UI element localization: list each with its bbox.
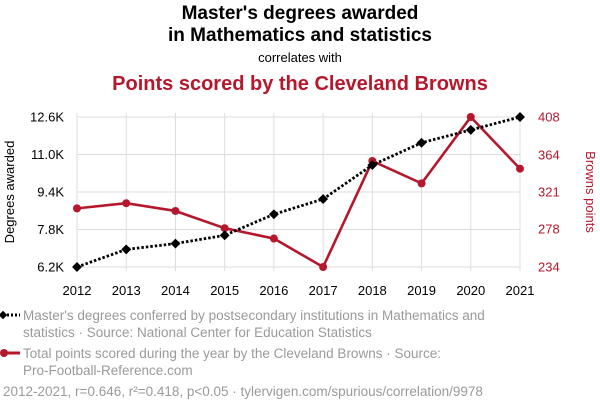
chart-title-line-3: Points scored by the Cleveland Browns — [112, 73, 488, 95]
x-tick-label: 2019 — [407, 283, 436, 298]
series-browns-point — [171, 206, 180, 215]
series-degrees-point — [318, 194, 329, 204]
series-degrees-point — [268, 209, 279, 220]
chart-title-connector: correlates with — [258, 50, 342, 65]
series-browns-point — [122, 199, 131, 208]
series — [72, 112, 525, 272]
series-degrees-point — [465, 124, 476, 135]
legend-swatch-degrees-marker — [0, 310, 8, 320]
series-degrees-point — [121, 244, 132, 255]
series-browns-point — [73, 204, 81, 213]
series-browns-line — [76, 115, 521, 269]
footer-stats: 2012-2021, r=0.646, r²=0.418, p<0.05 · t… — [3, 384, 483, 399]
y-tick-right: 408 — [538, 110, 560, 125]
y-tick-left: 12.6K — [30, 110, 64, 125]
chart-title-line-1: Master's degrees awarded — [182, 3, 419, 24]
x-tick-label: 2020 — [456, 283, 485, 298]
series-browns-point — [417, 179, 426, 188]
series-degrees-point — [219, 230, 230, 241]
y-tick-right: 234 — [538, 260, 560, 275]
legend-label-browns-line-2: Pro-Football-Reference.com — [23, 363, 193, 378]
x-tick-label: 2012 — [63, 283, 92, 298]
y-axis-label-left: Degrees awarded — [2, 141, 17, 244]
series-browns-point — [466, 113, 475, 121]
legend-item-degrees: Master's degrees conferred by postsecond… — [0, 308, 485, 340]
x-tick-label: 2013 — [112, 283, 141, 298]
y-axis-label-right: Browns points — [583, 151, 598, 233]
axis-ticks: 6.2K 7.8K 9.4K 11.0K 12.6K 234 278 321 364 408 201… — [30, 110, 560, 299]
x-tick-label: 2014 — [161, 283, 190, 298]
series-degrees-point — [367, 160, 378, 170]
y-tick-left: 9.4K — [37, 185, 64, 200]
y-tick-left: 11.0K — [31, 147, 64, 162]
legend: Master's degrees conferred by postsecond… — [0, 308, 485, 378]
x-tick-label: 2017 — [309, 283, 338, 298]
y-tick-left: 6.2K — [37, 260, 64, 275]
x-tick-label: 2018 — [358, 283, 387, 298]
legend-label-degrees-line-2: statistics · Source: National Center for… — [23, 325, 372, 340]
y-tick-left: 7.8K — [37, 222, 64, 237]
chart-title-line-2: in Mathematics and statistics — [168, 25, 432, 46]
series-degrees-point — [72, 262, 82, 272]
series-browns-point — [269, 234, 278, 243]
x-tick-label: 2015 — [210, 283, 239, 298]
x-tick-label: 2021 — [506, 283, 535, 298]
legend-swatch-browns-marker — [0, 349, 8, 357]
x-tick-label: 2016 — [259, 283, 288, 298]
y-tick-right: 278 — [538, 222, 560, 237]
series-degrees-point — [416, 137, 427, 148]
legend-label-degrees-line-1: Master's degrees conferred by postsecond… — [23, 308, 485, 323]
y-tick-right: 321 — [538, 185, 560, 200]
series-degrees-point — [515, 112, 525, 122]
legend-label-browns-line-1: Total points scored during the year by t… — [23, 346, 441, 361]
y-tick-right: 364 — [538, 147, 560, 162]
grid — [76, 113, 521, 271]
series-degrees-point — [170, 238, 181, 249]
series-browns-point — [220, 224, 229, 233]
series-browns-point — [516, 164, 524, 173]
series-browns-point — [319, 263, 328, 271]
legend-item-browns: Total points scored during the year by t… — [0, 346, 441, 378]
series-degrees-line — [76, 115, 521, 269]
